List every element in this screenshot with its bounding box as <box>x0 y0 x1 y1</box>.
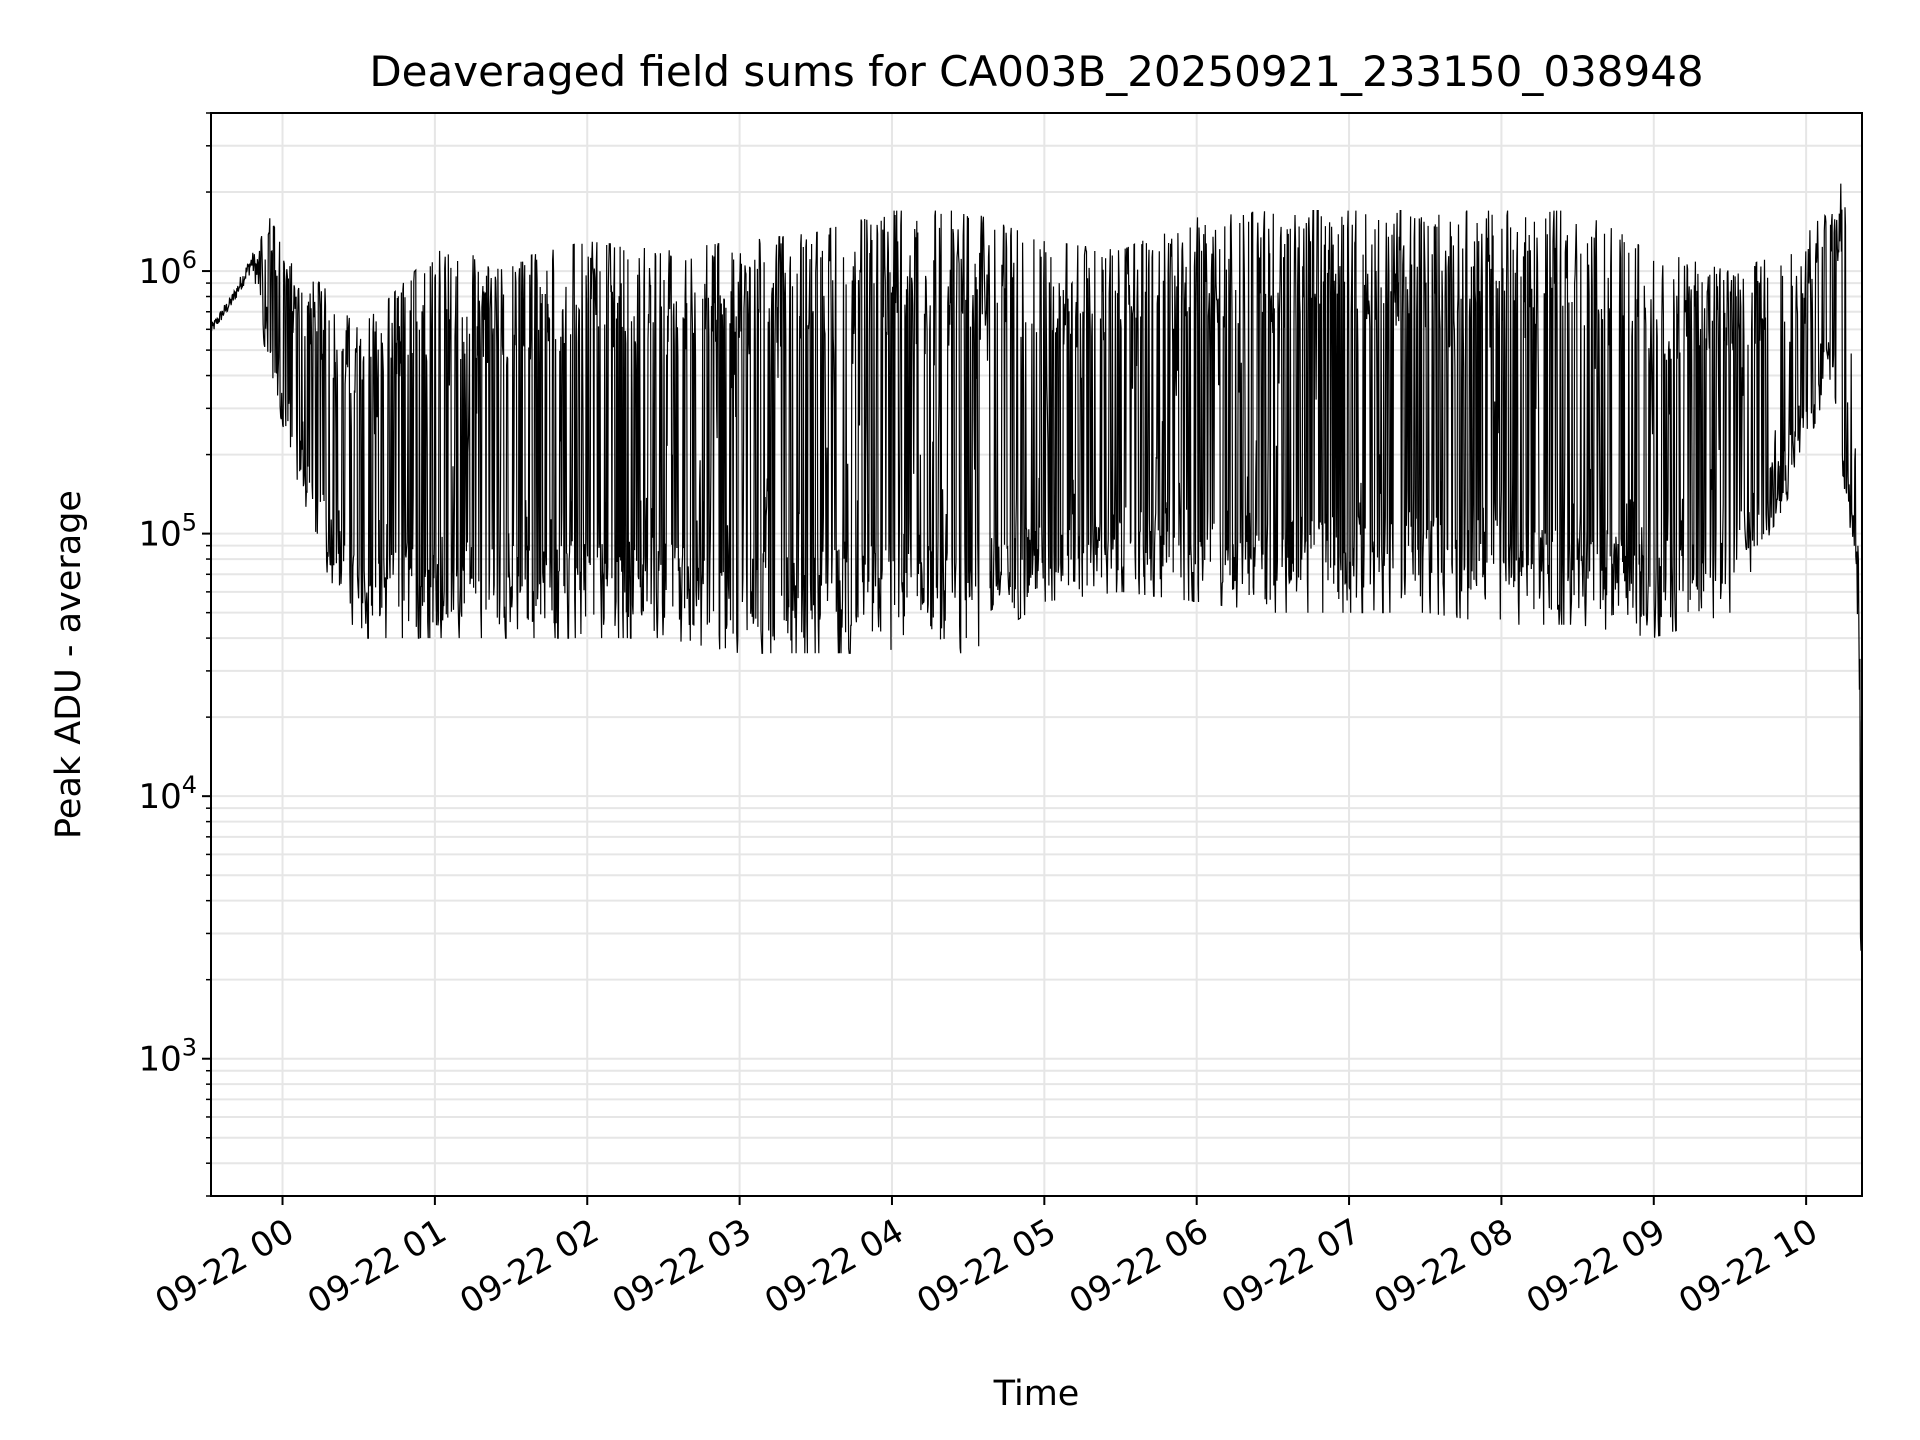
series-line <box>210 183 1863 951</box>
y-tick-label: 106 <box>138 246 197 292</box>
chart-title: Deaveraged field sums for CA003B_2025092… <box>369 47 1703 96</box>
axes-frame <box>210 112 1863 1197</box>
y-tick-label: 105 <box>138 509 197 555</box>
y-axis-label: Peak ADU - average <box>49 490 89 839</box>
y-tick-label: 103 <box>138 1034 197 1080</box>
series-layer <box>210 183 1863 951</box>
y-tick-label: 104 <box>138 771 197 817</box>
x-axis-label: Time <box>993 1374 1080 1414</box>
y-axis: 103 104 105 106 <box>138 112 211 1197</box>
